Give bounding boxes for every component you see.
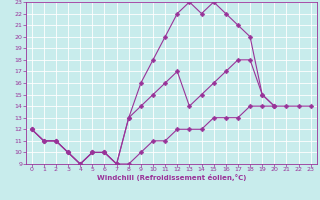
X-axis label: Windchill (Refroidissement éolien,°C): Windchill (Refroidissement éolien,°C) (97, 174, 246, 181)
